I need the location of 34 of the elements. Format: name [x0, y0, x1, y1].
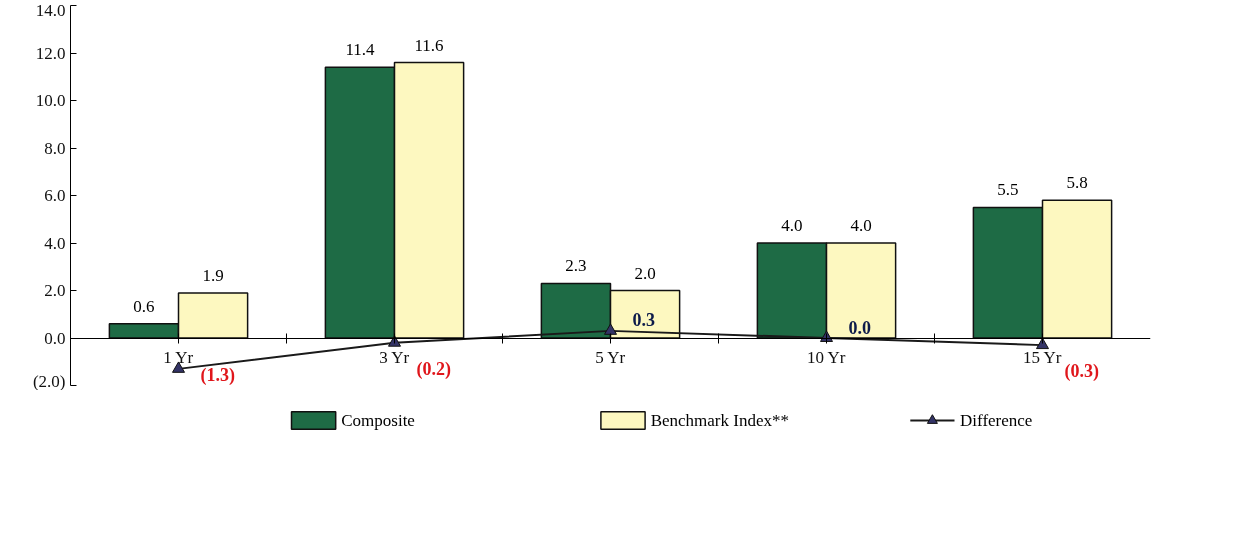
- data-label: 4.0: [850, 216, 872, 235]
- y-tick-label: 8.0: [44, 138, 66, 158]
- data-label: 5.8: [1066, 173, 1088, 193]
- data-label: 5.5: [997, 180, 1019, 200]
- data-label: 1.9: [202, 265, 224, 285]
- x-tick-label: 10 Yr: [806, 348, 846, 367]
- legend-label: Difference: [960, 411, 1033, 430]
- x-tick-label: 1 Yr: [163, 348, 194, 367]
- data-label: (0.3): [1064, 361, 1099, 383]
- data-label: 4.0: [781, 216, 803, 235]
- y-tick-label: 2.0: [44, 281, 66, 300]
- legend-label: Benchmark Index**: [650, 411, 789, 430]
- data-label: (0.2): [416, 358, 451, 380]
- data-label: 0.0: [848, 317, 871, 338]
- point: [388, 335, 401, 347]
- y-tick-label: 0.0: [44, 328, 66, 348]
- data-label: (1.3): [200, 364, 235, 386]
- y-tick-label: 10.0: [35, 91, 66, 110]
- data-label: 11.4: [345, 40, 375, 60]
- data-label: 2.0: [634, 263, 656, 283]
- y-tick-label: (2.0): [32, 371, 66, 391]
- y-tick-label: 4.0: [44, 233, 66, 253]
- data-label: 0.3: [632, 310, 655, 331]
- legend-label: Composite: [341, 411, 415, 430]
- point: [604, 323, 617, 335]
- data-label: 0.6: [133, 296, 155, 316]
- x-tick-label: 15 Yr: [1022, 348, 1062, 367]
- y-tick-label: 6.0: [44, 186, 66, 205]
- x-tick-label: 5 Yr: [595, 348, 626, 367]
- data-label: 11.6: [414, 35, 444, 55]
- data-label: 2.3: [565, 256, 587, 276]
- y-tick-label: 12.0: [35, 43, 66, 63]
- y-tick-label: 14.0: [35, 0, 66, 20]
- x-tick-label: 3 Yr: [379, 348, 410, 367]
